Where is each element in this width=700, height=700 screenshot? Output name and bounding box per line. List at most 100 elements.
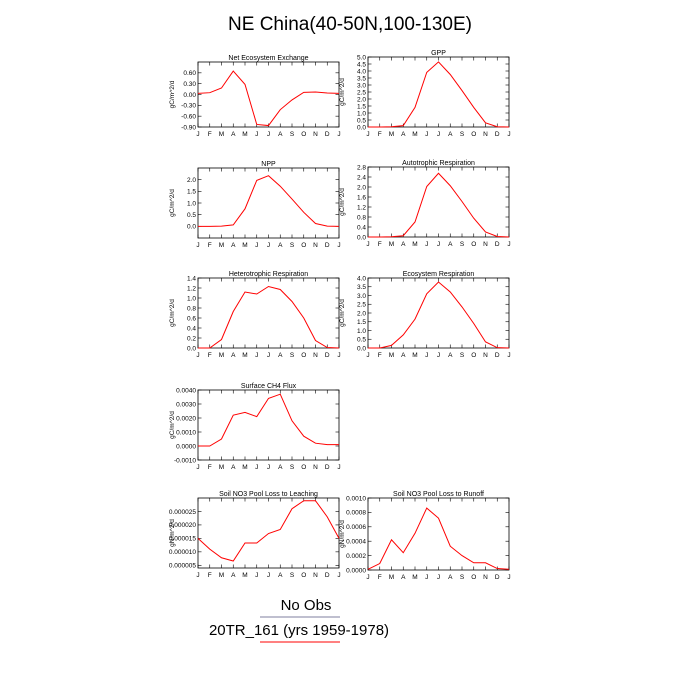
y-tick-label: 0.0 (357, 234, 366, 241)
month-label: M (412, 131, 417, 138)
month-label: O (471, 131, 476, 138)
month-label: J (255, 242, 258, 249)
month-label: J (337, 464, 340, 471)
month-label: O (301, 572, 306, 579)
month-label: F (378, 131, 382, 138)
month-label: F (378, 241, 382, 248)
month-label: M (219, 242, 224, 249)
month-label: A (231, 572, 236, 579)
y-tick-label: 1.2 (357, 204, 366, 211)
y-tick-label: 4.5 (357, 61, 366, 68)
month-label: A (448, 131, 453, 138)
month-label: J (507, 241, 510, 248)
month-label: A (278, 131, 283, 138)
y-tick-label: 0.8 (357, 214, 366, 221)
y-tick-label: 0.0000 (176, 443, 196, 450)
month-label: S (460, 574, 465, 581)
month-label: M (389, 352, 394, 359)
y-axis-label: gN/m^2/d (169, 519, 176, 547)
month-label: N (313, 131, 318, 138)
month-label: M (242, 242, 247, 249)
y-tick-label: 5.0 (357, 54, 366, 61)
y-axis-label: gC/m^2/d (339, 188, 346, 216)
month-label: A (401, 131, 406, 138)
y-tick-label: 0.0006 (346, 524, 366, 531)
month-label: J (267, 572, 270, 579)
legend: No Obs 20TR_161 (yrs 1959-1978) (209, 597, 389, 643)
plot-frame (367, 56, 510, 128)
y-tick-label: 0.00 (183, 92, 196, 99)
month-label: J (337, 131, 340, 138)
month-label: A (278, 242, 283, 249)
month-label: F (208, 131, 212, 138)
y-tick-label: 1.5 (357, 103, 366, 110)
month-label: J (437, 352, 440, 359)
chart-panel: Heterotrophic Respiration 0.0 0.2 0.4 0.6 0.8… (169, 271, 341, 359)
month-label: F (208, 352, 212, 359)
month-label: O (471, 241, 476, 248)
series-line (197, 70, 340, 127)
month-label: F (208, 464, 212, 471)
plot-frame (367, 277, 510, 349)
month-label: O (301, 464, 306, 471)
month-label: O (471, 352, 476, 359)
y-tick-label: 0.0000 (346, 567, 366, 574)
series-line (367, 507, 510, 570)
y-tick-label: -0.60 (181, 113, 196, 120)
month-label: A (401, 574, 406, 581)
month-label: S (290, 242, 295, 249)
month-label: J (267, 464, 270, 471)
series-line (368, 281, 510, 349)
month-label: J (255, 131, 258, 138)
month-label: M (242, 464, 247, 471)
y-tick-label: 1.0 (357, 110, 366, 117)
y-axis-label: gC/m^2/d (169, 411, 176, 439)
y-tick-label: 0.60 (183, 70, 196, 77)
y-tick-label: 0.0 (187, 345, 196, 352)
month-label: J (507, 352, 510, 359)
y-tick-label: 0.5 (357, 117, 366, 124)
y-tick-label: 0.0030 (176, 401, 196, 408)
y-axis-label: gC/m^2/d (169, 299, 176, 327)
chart-panel: Ecosystem Respiration 0.00.5 1.0 1.5 2.02.5 3… (339, 271, 511, 359)
y-tick-label: 2.0 (357, 310, 366, 317)
month-label: J (255, 572, 258, 579)
month-label: N (483, 352, 488, 359)
month-label: M (219, 352, 224, 359)
y-tick-label: 2.5 (357, 302, 366, 309)
y-axis-label: gC/m^2/d (339, 299, 346, 327)
month-label: S (290, 572, 295, 579)
y-tick-label: 0.0002 (346, 553, 366, 560)
month-label: J (366, 574, 369, 581)
month-label: J (366, 352, 369, 359)
y-tick-label: 1.4 (187, 275, 196, 282)
y-tick-label: 2.8 (357, 164, 366, 171)
y-tick-label: 0.0020 (176, 415, 196, 422)
y-tick-label: 1.5 (357, 319, 366, 326)
y-tick-label: 0.8 (187, 305, 196, 312)
month-label: J (337, 352, 340, 359)
y-tick-label: 0.2 (187, 335, 196, 342)
plot-frame (197, 389, 340, 461)
y-tick-label: 0.5 (357, 337, 366, 344)
month-label: J (337, 572, 340, 579)
month-label: J (255, 464, 258, 471)
y-tick-label: 3.0 (357, 293, 366, 300)
month-label: J (437, 574, 440, 581)
y-tick-label: 4.0 (357, 68, 366, 75)
y-tick-label: 0.0010 (176, 429, 196, 436)
month-label: J (196, 572, 199, 579)
month-label: M (219, 572, 224, 579)
month-label: M (242, 352, 247, 359)
month-label: M (219, 464, 224, 471)
month-label: J (366, 241, 369, 248)
y-tick-label: -0.90 (181, 124, 196, 131)
month-label: O (471, 574, 476, 581)
month-label: J (196, 352, 199, 359)
y-tick-label: 1.0 (187, 295, 196, 302)
legend-label-20tr: 20TR_161 (yrs 1959-1978) (209, 622, 389, 639)
month-label: J (425, 574, 428, 581)
month-label: S (290, 464, 295, 471)
chart-panel: Net Ecosystem Exchange -0.90 -0.60 -0.30 0.0… (169, 55, 341, 138)
